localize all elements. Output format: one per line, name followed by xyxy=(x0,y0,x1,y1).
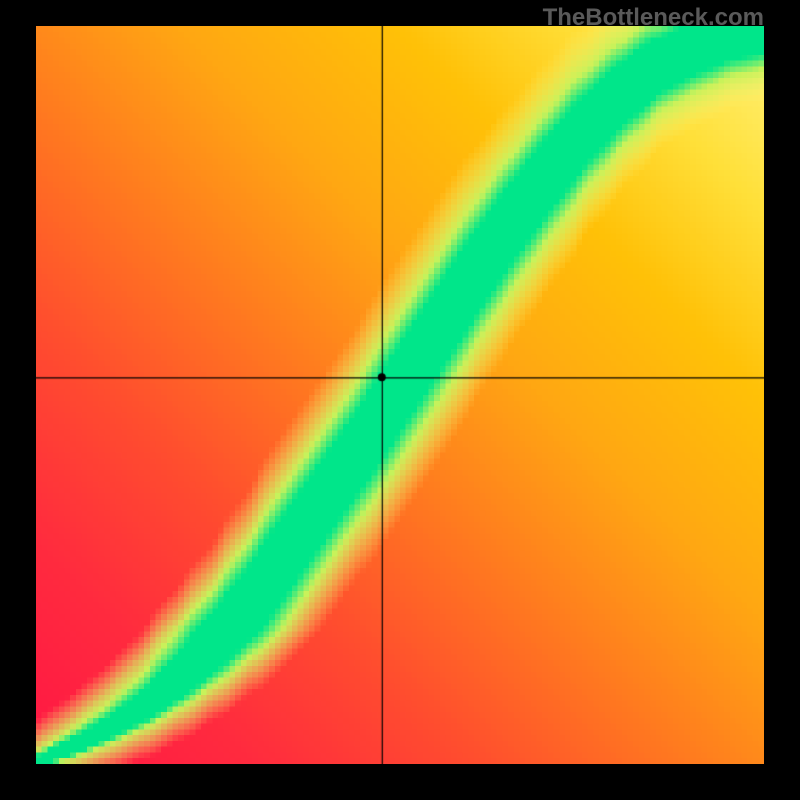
watermark-text: TheBottleneck.com xyxy=(543,4,764,32)
chart-container: TheBottleneck.com xyxy=(0,0,800,800)
crosshair-overlay xyxy=(36,26,764,764)
